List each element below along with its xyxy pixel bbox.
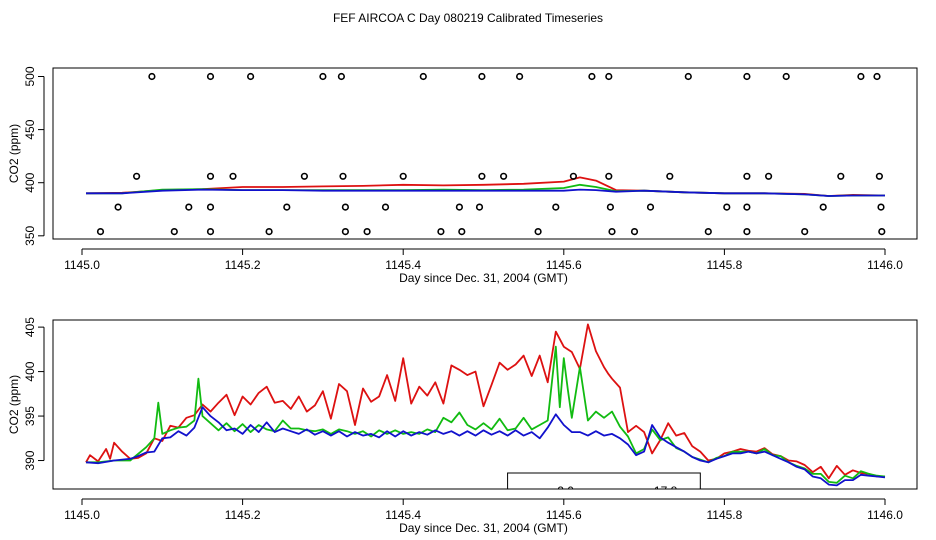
data-point bbox=[381, 203, 390, 211]
x-axis-label: Day since Dec. 31, 2004 (GMT) bbox=[399, 521, 568, 535]
data-point bbox=[630, 228, 639, 236]
x-tick-label: 1146.0 bbox=[867, 258, 903, 272]
data-point bbox=[437, 228, 445, 236]
x-tick-label: 1145.0 bbox=[64, 258, 100, 272]
data-point bbox=[341, 228, 350, 236]
data-point bbox=[363, 228, 371, 236]
data-point bbox=[782, 72, 790, 81]
x-tick-label: 1146.0 bbox=[867, 508, 903, 522]
data-point bbox=[247, 72, 255, 81]
plot-frame bbox=[52, 67, 918, 240]
data-point bbox=[229, 172, 237, 180]
data-point bbox=[170, 228, 178, 236]
data-point bbox=[684, 72, 692, 81]
data-point bbox=[206, 172, 215, 180]
x-tick-label: 1145.0 bbox=[64, 508, 100, 522]
x-tick-label: 1145.8 bbox=[706, 258, 742, 272]
x-tick-label: 1145.8 bbox=[706, 508, 742, 522]
y-tick-label: 400 bbox=[23, 361, 37, 381]
data-point bbox=[877, 203, 885, 211]
data-point bbox=[185, 203, 193, 211]
data-point bbox=[534, 228, 542, 236]
data-point bbox=[283, 203, 291, 211]
data-point bbox=[666, 172, 674, 180]
data-point bbox=[341, 203, 350, 211]
data-point bbox=[300, 172, 309, 180]
chart-title: FEF AIRCOA C Day 080219 Calibrated Times… bbox=[333, 11, 603, 25]
y-tick-label: 390 bbox=[23, 450, 37, 470]
x-tick-label: 1145.2 bbox=[225, 508, 261, 522]
x-axis-label: Day since Dec. 31, 2004 (GMT) bbox=[399, 271, 568, 285]
x-tick-label: 1145.2 bbox=[225, 258, 261, 272]
data-point bbox=[515, 72, 524, 81]
data-point bbox=[148, 72, 156, 81]
data-point bbox=[569, 172, 578, 180]
data-point bbox=[478, 172, 486, 180]
y-tick-label: 350 bbox=[23, 225, 37, 245]
y-tick-label: 450 bbox=[23, 119, 37, 139]
plot-data-area: 2.0 17.8 bbox=[85, 323, 886, 498]
data-point bbox=[819, 203, 827, 211]
data-point bbox=[743, 172, 751, 180]
data-point bbox=[801, 228, 809, 236]
plot-data-area bbox=[85, 72, 886, 236]
y-tick-label: 400 bbox=[23, 172, 37, 192]
y-axis-label: CO2 (ppm) bbox=[7, 375, 21, 434]
data-point bbox=[646, 203, 655, 211]
data-point bbox=[743, 72, 751, 81]
data-point bbox=[500, 172, 508, 180]
data-point bbox=[588, 72, 596, 81]
data-point bbox=[704, 228, 712, 236]
bottom-panel: 2.0 17.8 1145.0 1145.2 1145.4 1145.6 1145.8 114… bbox=[7, 317, 918, 535]
data-point bbox=[458, 228, 466, 236]
legend-box bbox=[507, 472, 701, 489]
data-point bbox=[319, 72, 327, 81]
y-axis-label: CO2 (ppm) bbox=[7, 124, 21, 183]
data-point bbox=[605, 72, 613, 81]
plot-frame bbox=[52, 319, 918, 490]
y-tick-label: 405 bbox=[23, 317, 37, 337]
data-point bbox=[875, 172, 884, 180]
data-point bbox=[552, 203, 560, 211]
data-point bbox=[857, 72, 865, 81]
data-point bbox=[399, 172, 407, 180]
legend-text-left: 2.0 bbox=[557, 484, 574, 498]
data-point bbox=[96, 228, 105, 236]
data-point bbox=[206, 228, 215, 236]
data-point bbox=[337, 72, 346, 81]
data-point bbox=[265, 228, 273, 236]
y-tick-label: 500 bbox=[23, 66, 37, 86]
x-tick-label: 1145.6 bbox=[546, 508, 582, 522]
top-panel: 1145.0 1145.2 1145.4 1145.6 1145.8 1146.0 Day … bbox=[7, 66, 918, 285]
series-line-blue bbox=[86, 188, 885, 197]
data-point bbox=[133, 172, 141, 180]
y-tick-label: 395 bbox=[23, 406, 37, 426]
data-point bbox=[419, 72, 427, 81]
data-point bbox=[605, 172, 613, 180]
legend-text-right: 17.8 bbox=[654, 484, 678, 498]
series-line-blue bbox=[85, 406, 886, 487]
data-point bbox=[206, 72, 215, 81]
data-point bbox=[837, 172, 845, 180]
data-point bbox=[878, 228, 886, 236]
data-point bbox=[764, 172, 773, 180]
x-tick-label: 1145.6 bbox=[546, 258, 582, 272]
data-point bbox=[455, 203, 464, 211]
data-point bbox=[723, 203, 731, 211]
data-point bbox=[608, 228, 616, 236]
x-tick-label: 1145.4 bbox=[385, 258, 421, 272]
data-point bbox=[743, 228, 751, 236]
data-point bbox=[114, 203, 122, 211]
data-point bbox=[339, 172, 347, 180]
x-tick-label: 1145.4 bbox=[385, 508, 421, 522]
data-point bbox=[478, 72, 486, 81]
data-point bbox=[873, 72, 881, 81]
data-point bbox=[743, 203, 751, 211]
data-point bbox=[475, 203, 484, 211]
data-point bbox=[206, 203, 215, 211]
data-point bbox=[606, 203, 615, 211]
